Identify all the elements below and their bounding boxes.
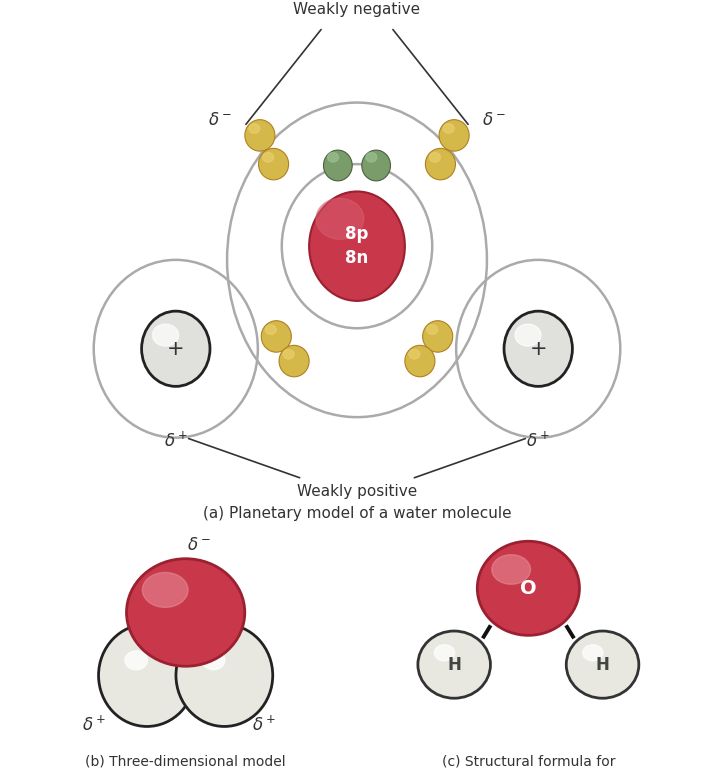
Ellipse shape (125, 651, 148, 670)
Ellipse shape (366, 153, 377, 162)
Ellipse shape (504, 311, 573, 386)
Text: Weakly positive: Weakly positive (297, 484, 417, 499)
Ellipse shape (202, 651, 225, 670)
Text: $\delta^+$: $\delta^+$ (82, 716, 106, 735)
Ellipse shape (566, 631, 639, 698)
Ellipse shape (418, 631, 491, 698)
Text: H: H (447, 656, 461, 674)
Text: $\delta^+$: $\delta^+$ (251, 716, 276, 735)
Ellipse shape (126, 559, 245, 666)
Ellipse shape (283, 349, 294, 359)
Text: +: + (529, 339, 547, 359)
Ellipse shape (427, 325, 438, 334)
Ellipse shape (263, 153, 273, 162)
Ellipse shape (443, 124, 454, 134)
Ellipse shape (266, 325, 276, 334)
Text: $\delta^+$: $\delta^+$ (526, 432, 550, 451)
Ellipse shape (492, 554, 531, 584)
Ellipse shape (405, 346, 435, 377)
Ellipse shape (477, 541, 580, 635)
Text: $\delta^-$: $\delta^-$ (208, 111, 232, 129)
Text: H: H (595, 656, 610, 674)
Ellipse shape (249, 124, 260, 134)
Text: (b) Three-dimensional model
of a water molecule: (b) Three-dimensional model of a water m… (86, 755, 286, 768)
Text: O: O (520, 579, 537, 598)
Ellipse shape (515, 324, 541, 346)
Text: Weakly negative: Weakly negative (293, 2, 421, 17)
Text: +: + (167, 339, 185, 359)
Ellipse shape (279, 346, 309, 377)
Ellipse shape (153, 324, 178, 346)
Ellipse shape (316, 198, 364, 240)
Ellipse shape (426, 148, 456, 180)
Ellipse shape (245, 120, 275, 151)
Ellipse shape (328, 153, 338, 162)
Ellipse shape (434, 644, 455, 660)
Text: $\delta^-$: $\delta^-$ (187, 536, 211, 554)
Text: (c) Structural formula for
water molecule: (c) Structural formula for water molecul… (442, 755, 615, 768)
Ellipse shape (142, 572, 188, 607)
Ellipse shape (362, 150, 391, 181)
Text: $\delta^-$: $\delta^-$ (482, 111, 506, 129)
Ellipse shape (439, 120, 469, 151)
Ellipse shape (430, 153, 441, 162)
Ellipse shape (309, 191, 405, 301)
Text: (a) Planetary model of a water molecule: (a) Planetary model of a water molecule (203, 506, 511, 521)
Text: $\delta^+$: $\delta^+$ (164, 432, 188, 451)
Ellipse shape (583, 644, 603, 660)
Ellipse shape (409, 349, 420, 359)
Ellipse shape (323, 150, 352, 181)
Ellipse shape (141, 311, 210, 386)
Ellipse shape (258, 148, 288, 180)
Text: 8p
8n: 8p 8n (346, 225, 368, 267)
Ellipse shape (261, 321, 291, 353)
Ellipse shape (423, 321, 453, 353)
Ellipse shape (176, 624, 273, 727)
Ellipse shape (99, 624, 196, 727)
